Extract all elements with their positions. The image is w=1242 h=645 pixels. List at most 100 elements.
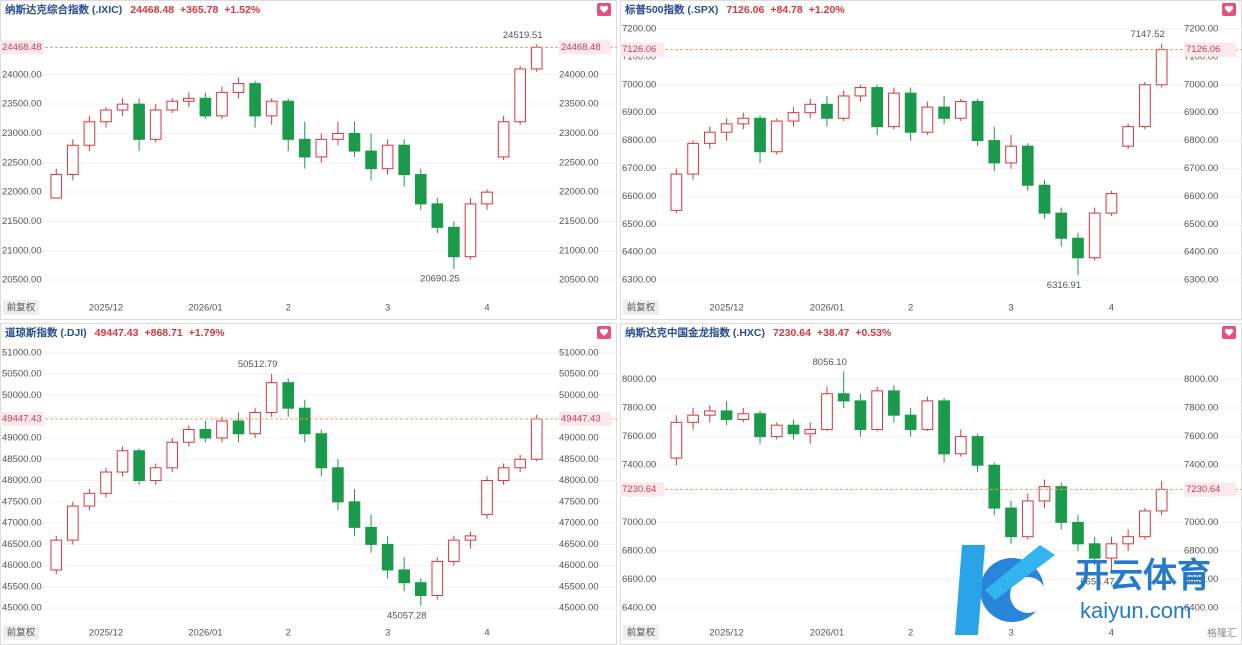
y-tick-label-left: 23000.00: [2, 128, 42, 139]
heart-icon: [1224, 328, 1234, 336]
y-tick-label-right: 49000.00: [559, 433, 599, 444]
candle-body: [431, 203, 444, 228]
y-tick-label-right: 22000.00: [559, 187, 599, 198]
max-annotation: 8056.10: [813, 357, 847, 368]
panel-header: 纳斯达克综合指数 (.IXIC) 24468.48 +365.78 +1.52%: [5, 3, 261, 16]
candle-body: [265, 382, 278, 413]
y-tick-label-right: 6500.00: [1184, 219, 1218, 230]
adjust-button-bg[interactable]: [623, 625, 659, 640]
adjust-button-bg[interactable]: [3, 300, 39, 315]
y-tick-label-left: 7200.00: [622, 23, 656, 34]
watermark-source: 格隆汇: [1207, 627, 1237, 640]
max-annotation: 7147.52: [1130, 29, 1164, 40]
panel-header: 纳斯达克中国金龙指数 (.HXC) 7230.64 +38.47 +0.53%: [625, 326, 892, 339]
x-tick-label: 2026/01: [810, 628, 844, 639]
candle-body: [530, 46, 543, 70]
y-tick-label-right: 21000.00: [559, 245, 599, 256]
heart-icon: [599, 328, 609, 336]
chart-panel: 标普500指数 (.SPX) 7126.06 +84.78 +1.20% 6300.00…: [620, 0, 1242, 320]
x-tick-label: 2025/12: [89, 628, 123, 639]
max-annotation: 50512.79: [238, 359, 278, 370]
y-tick-label-right: 21500.00: [559, 216, 599, 227]
candle-body: [249, 411, 261, 435]
x-tick-label: 2026/01: [188, 628, 222, 639]
x-tick-label: 2025/12: [709, 303, 743, 314]
watermark: 开云体育 kaiyun.com 格隆汇: [955, 545, 1237, 640]
y-tick-label-right: 6400.00: [1184, 603, 1218, 614]
candle-body: [414, 174, 427, 205]
panel-header: 标普500指数 (.SPX) 7126.06 +84.78 +1.20%: [624, 3, 845, 16]
candle-body: [398, 569, 410, 584]
last-price-tag-right: [1184, 482, 1236, 497]
y-tick-label-right: 45500.00: [559, 581, 599, 592]
candle-body: [1072, 237, 1084, 259]
candle-body: [670, 421, 683, 459]
adjust-button-bg[interactable]: [3, 625, 39, 640]
candle-body: [365, 526, 377, 545]
y-tick-label-right: 50000.00: [559, 390, 599, 401]
y-tick-label-right: 23000.00: [559, 128, 599, 139]
y-tick-label-right: 20500.00: [559, 275, 599, 286]
adjust-button[interactable]: 前复权: [7, 627, 36, 639]
y-tick-label-right: 24000.00: [559, 69, 599, 80]
last-price-tag-right: [559, 411, 611, 426]
adjust-button-bg[interactable]: [623, 300, 659, 315]
y-tick-label-left: 47500.00: [2, 496, 42, 507]
adjust-button[interactable]: 前复权: [627, 627, 656, 639]
y-tick-label-right: 7100.00: [1184, 51, 1218, 62]
y-tick-label-right: 22500.00: [559, 157, 599, 168]
last-price: 7126.06: [726, 4, 764, 16]
candle-body: [448, 539, 460, 562]
candle-body: [954, 101, 967, 119]
candle-body: [232, 420, 245, 435]
candle-body: [1038, 486, 1051, 502]
candle-body: [804, 103, 817, 114]
candle-body: [1055, 486, 1068, 523]
x-tick-label: 3: [385, 628, 390, 639]
candle-body: [921, 400, 934, 430]
candle-body: [1088, 543, 1101, 559]
candle-body: [837, 393, 850, 402]
candle-body: [100, 471, 112, 494]
index-title: 标普500指数 (.SPX): [624, 3, 718, 16]
candle-body: [414, 582, 427, 596]
watermark-title: 开云体育: [1075, 557, 1211, 595]
y-tick-label-left: 23500.00: [2, 99, 42, 110]
change-pct: +1.52%: [224, 4, 261, 16]
y-tick-label-left: 48500.00: [2, 454, 42, 465]
candle-body: [381, 144, 394, 170]
last-price-tag-left: [620, 42, 664, 57]
candle-body: [265, 100, 278, 117]
index-title: 纳斯达克中国金龙指数 (.HXC): [625, 326, 765, 339]
adjust-button[interactable]: 前复权: [627, 302, 656, 314]
y-tick-label-right: 50500.00: [559, 369, 599, 380]
candle-body: [149, 467, 162, 482]
y-tick-label-left: 51000.00: [2, 347, 42, 358]
candle-body: [804, 428, 817, 435]
y-tick-label-left: 48000.00: [2, 475, 42, 486]
x-tick-label: 2: [908, 628, 913, 639]
min-annotation: 20690.25: [420, 274, 460, 285]
last-price: 7230.64: [773, 327, 811, 339]
adjust-button[interactable]: 前复权: [7, 302, 36, 314]
candle-body: [514, 68, 526, 123]
y-tick-label-right: 46500.00: [559, 539, 599, 550]
candle-body: [770, 424, 783, 438]
candle-body: [199, 428, 212, 439]
candle-body: [100, 109, 112, 123]
change: +84.78: [770, 4, 803, 16]
y-tick-label-right: 45000.00: [559, 603, 599, 614]
last-price-tag-left: [620, 482, 664, 497]
heart-icon: [599, 5, 609, 13]
min-annotation: 6316.91: [1047, 280, 1081, 291]
candle-body: [871, 87, 884, 128]
candle-body: [821, 393, 833, 430]
candle-body: [50, 174, 63, 199]
y-tick-label-left: 7000.00: [622, 79, 656, 90]
candle-body: [530, 418, 543, 460]
candle-body: [1088, 212, 1101, 259]
y-tick-label-left: 45000.00: [2, 603, 42, 614]
logo-k-stem: [955, 545, 985, 635]
min-annotation: 6654.47: [1080, 576, 1114, 587]
